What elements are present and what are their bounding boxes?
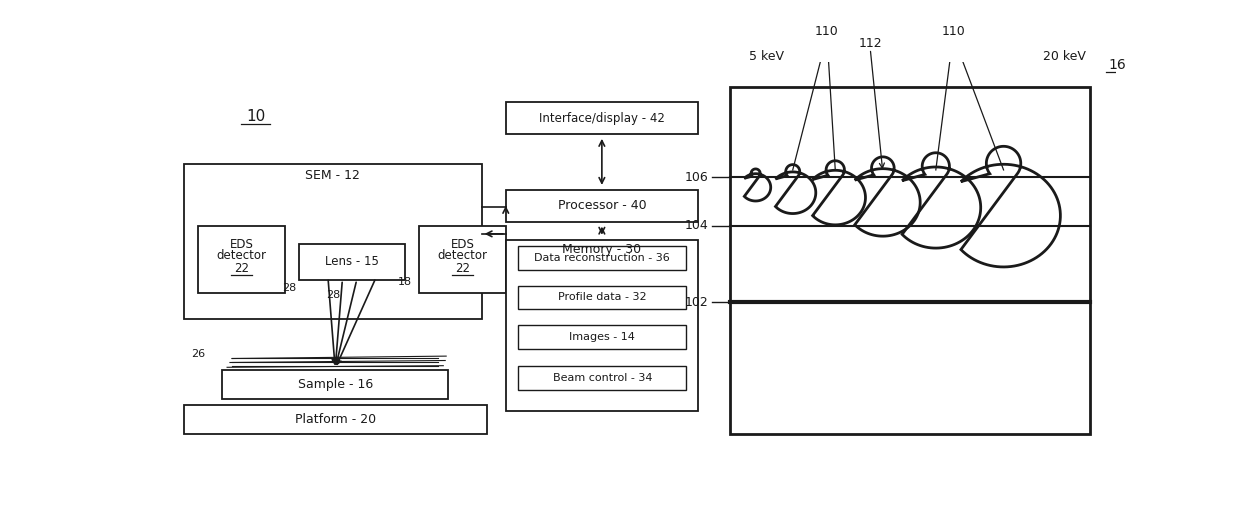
Text: Memory - 30: Memory - 30 (562, 243, 641, 256)
Bar (222, 370, 448, 399)
Text: detector: detector (438, 249, 487, 262)
Bar (184, 164, 481, 320)
Text: Beam control - 34: Beam control - 34 (553, 373, 652, 383)
Text: Sample - 16: Sample - 16 (298, 378, 373, 391)
Bar (729, 87, 1090, 434)
Bar (299, 243, 404, 280)
Text: Lens - 15: Lens - 15 (325, 255, 379, 268)
Text: 28: 28 (283, 282, 296, 293)
Bar (518, 246, 687, 269)
Bar (184, 405, 486, 434)
Text: EDS: EDS (229, 238, 253, 251)
Text: 112: 112 (858, 37, 882, 50)
Text: Platform - 20: Platform - 20 (295, 413, 376, 426)
Text: 110: 110 (941, 24, 965, 37)
Text: 102: 102 (684, 296, 708, 309)
Bar (518, 366, 687, 390)
Text: 18: 18 (398, 277, 412, 286)
Text: 22: 22 (455, 262, 470, 275)
Text: 10: 10 (247, 108, 265, 123)
Text: 16: 16 (1109, 58, 1126, 72)
Text: Data reconstruction - 36: Data reconstruction - 36 (534, 253, 671, 263)
Bar (518, 325, 687, 349)
Bar (198, 226, 285, 294)
Text: Images - 14: Images - 14 (569, 333, 635, 342)
Text: 110: 110 (815, 24, 838, 37)
Text: 22: 22 (234, 262, 249, 275)
Text: 20 keV: 20 keV (1043, 50, 1086, 64)
Bar (506, 240, 698, 411)
Text: SEM - 12: SEM - 12 (305, 168, 361, 181)
Bar (518, 285, 687, 309)
Text: 28: 28 (326, 291, 340, 300)
Text: 5 keV: 5 keV (749, 50, 785, 64)
Bar (506, 190, 698, 222)
Text: EDS: EDS (450, 238, 475, 251)
Text: 106: 106 (684, 170, 708, 183)
Bar (419, 226, 506, 294)
Text: Processor - 40: Processor - 40 (558, 199, 646, 212)
Bar (506, 102, 698, 134)
Text: Interface/display - 42: Interface/display - 42 (539, 111, 665, 124)
Text: Profile data - 32: Profile data - 32 (558, 293, 646, 303)
Text: 26: 26 (191, 349, 206, 359)
Text: detector: detector (217, 249, 267, 262)
Text: 104: 104 (684, 219, 708, 232)
